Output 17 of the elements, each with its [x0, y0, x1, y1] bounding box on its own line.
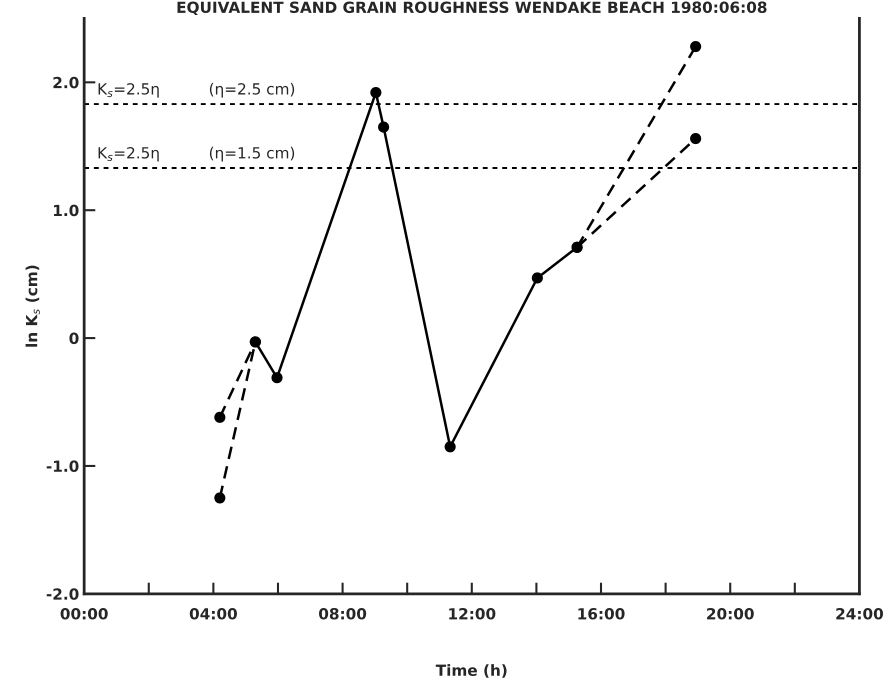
y-tick-label: 0 [69, 332, 79, 344]
x-tick-label: 00:00 [60, 608, 108, 620]
annotation: K$_{s}$=2.5η (η=2.5 cm) [98, 82, 294, 98]
y-tick-label: 2.0 [53, 76, 79, 88]
x-tick-label: 04:00 [190, 608, 237, 620]
y-tick-label: -2.0 [46, 588, 79, 600]
annotation: K$_{s}$=2.5η (η=1.5 cm) [98, 146, 294, 162]
x-axis-title: Time (h) [436, 664, 507, 678]
x-tick-label: 12:00 [449, 608, 496, 620]
x-tick-label: 16:00 [578, 608, 625, 620]
x-tick-label: 24:00 [836, 608, 884, 620]
y-axis-title: ln K$_{s}$ (cm) [26, 266, 40, 347]
x-tick-label: 08:00 [319, 608, 366, 620]
y-tick-label: -1.0 [46, 460, 79, 472]
chart-title: EQUIVALENT SAND GRAIN ROUGHNESS WENDAKE BEACH 1980:06:08 [178, 1, 767, 16]
x-tick-label: 20:00 [707, 608, 754, 620]
y-tick-label: 1.0 [54, 204, 79, 216]
